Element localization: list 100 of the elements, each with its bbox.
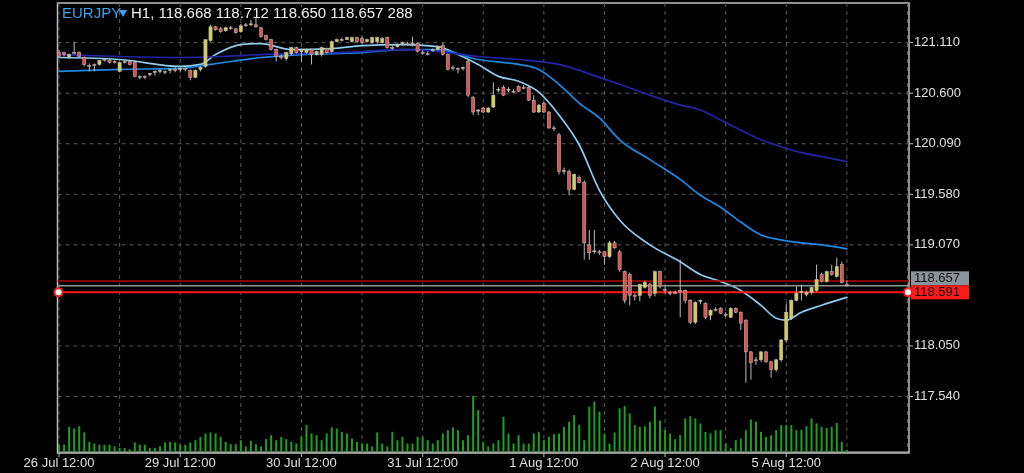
bar xyxy=(517,435,520,452)
ref-line-label: 118.591 xyxy=(914,283,961,299)
bar xyxy=(729,448,732,452)
bar xyxy=(340,431,343,452)
bar xyxy=(714,430,717,452)
bar xyxy=(426,440,429,452)
bar xyxy=(451,427,454,452)
bar xyxy=(123,448,126,452)
bar xyxy=(462,440,465,452)
bar xyxy=(492,443,495,452)
bar xyxy=(219,436,222,452)
bar xyxy=(194,440,197,452)
bar xyxy=(633,425,636,452)
bar xyxy=(684,418,687,452)
bar xyxy=(335,428,338,452)
candlestick xyxy=(617,249,622,273)
bar xyxy=(179,444,182,452)
bar xyxy=(694,418,697,452)
bar xyxy=(355,441,358,452)
bar xyxy=(224,441,227,452)
bar xyxy=(815,423,818,452)
bar xyxy=(679,435,682,452)
bar xyxy=(244,446,247,452)
bar xyxy=(487,446,490,452)
bar xyxy=(749,419,752,452)
bar xyxy=(315,435,318,452)
bar xyxy=(285,439,288,452)
bar xyxy=(558,433,561,452)
bar xyxy=(229,444,232,452)
bar xyxy=(254,444,257,452)
ref-line-label: 118.657 xyxy=(914,269,961,285)
bar xyxy=(108,444,111,452)
bar xyxy=(845,449,848,452)
bar xyxy=(734,440,737,452)
bar xyxy=(689,416,692,452)
chart-subtitle: H1, 118.668 118.712 118.650 118.657 288 xyxy=(131,4,413,21)
bar xyxy=(350,438,353,452)
bar xyxy=(73,428,76,452)
bar xyxy=(527,443,530,452)
bar xyxy=(537,431,540,452)
bar xyxy=(820,426,823,452)
bar xyxy=(704,431,707,452)
bar xyxy=(148,448,151,452)
bar xyxy=(421,436,424,452)
bar xyxy=(583,440,586,452)
bar xyxy=(643,426,646,452)
bar xyxy=(699,423,702,452)
bar xyxy=(275,440,278,452)
bar xyxy=(138,444,141,452)
bar xyxy=(512,443,515,452)
bar xyxy=(204,433,207,452)
bar xyxy=(552,434,555,452)
bar xyxy=(381,443,384,452)
x-tick-label: 5 Aug 12:00 xyxy=(751,455,821,470)
bar xyxy=(260,446,263,452)
candlestick xyxy=(663,285,667,294)
bar xyxy=(199,436,202,452)
bar xyxy=(396,440,399,452)
bar xyxy=(709,433,712,452)
x-tick-label: 1 Aug 12:00 xyxy=(509,455,579,470)
bar xyxy=(739,438,742,452)
y-tick-label: 117.540 xyxy=(914,387,961,403)
bar xyxy=(765,436,768,452)
bar xyxy=(568,421,571,452)
bar xyxy=(744,430,747,452)
bar xyxy=(290,441,293,452)
bar xyxy=(618,408,621,452)
bar xyxy=(477,410,480,452)
bar xyxy=(719,430,722,452)
bar xyxy=(502,416,505,452)
line-series xyxy=(58,42,848,322)
x-tick-label: 2 Aug 12:00 xyxy=(630,455,700,470)
bar xyxy=(133,442,136,452)
bar xyxy=(189,442,192,452)
bar xyxy=(805,426,808,452)
bar xyxy=(669,433,672,452)
bar xyxy=(840,441,843,452)
bar xyxy=(542,440,545,452)
bar xyxy=(330,427,333,452)
bar xyxy=(128,449,131,452)
bar xyxy=(623,406,626,452)
bar xyxy=(436,440,439,452)
bar xyxy=(674,439,677,452)
bar xyxy=(143,444,146,452)
bar xyxy=(345,433,348,452)
y-tick-label: 119.070 xyxy=(914,236,961,252)
bar xyxy=(588,406,591,452)
bar xyxy=(68,426,71,452)
bar xyxy=(780,425,783,452)
bar xyxy=(209,432,212,452)
bar xyxy=(664,430,667,452)
bar xyxy=(754,421,757,452)
bar xyxy=(371,446,374,452)
bar xyxy=(638,426,641,452)
line-series xyxy=(58,48,848,250)
y-tick-label: 118.050 xyxy=(914,337,961,353)
bar xyxy=(295,443,298,452)
bar xyxy=(361,443,364,452)
bar xyxy=(825,427,828,452)
y-tick-label: 120.600 xyxy=(914,84,961,100)
